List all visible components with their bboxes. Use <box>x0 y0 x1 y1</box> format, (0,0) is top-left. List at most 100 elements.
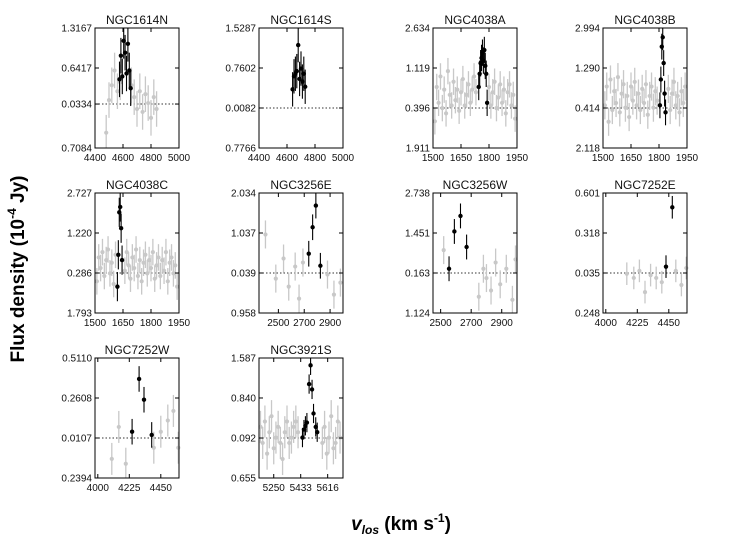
x-tick-label: 5250 <box>263 483 286 494</box>
detected-point <box>662 91 667 96</box>
spectrum-point <box>329 414 334 419</box>
spectrum-point <box>627 114 632 120</box>
panel-ngc3256e: NGC3256E 2500 2700 2900 0.958 0.039 1.037 2.034 <box>231 178 344 329</box>
y-tick-label: 0.318 <box>575 229 600 240</box>
y-tick-label: 1.587 <box>231 354 256 365</box>
x-tick-label: 4600 <box>276 153 299 164</box>
spectrum-point <box>501 87 507 92</box>
spectrum-point <box>324 451 329 456</box>
y-axis-label-text: Flux density (10 <box>8 219 29 363</box>
detected-point <box>670 205 675 210</box>
spectrum-point <box>668 107 673 113</box>
detected-point <box>313 203 319 208</box>
spectrum-point <box>154 263 159 268</box>
spectrum-point <box>458 90 464 95</box>
detected-point <box>125 41 131 47</box>
spectrum-point <box>150 250 155 255</box>
y-tick-label: 0.414 <box>575 104 600 115</box>
detected-point <box>304 420 310 425</box>
spectrum-point <box>137 89 142 94</box>
spectrum-point <box>602 103 607 108</box>
y-tick-label: 0.0334 <box>61 100 92 111</box>
spectrum-point <box>151 445 156 450</box>
spectrum-point <box>488 103 493 108</box>
spectrum-point <box>335 419 340 424</box>
detected-point <box>657 103 663 108</box>
spectrum-point <box>624 271 629 276</box>
x-tick-label: 1650 <box>620 153 643 164</box>
spectrum-point <box>610 107 615 113</box>
y-tick-label: 0.7084 <box>61 144 92 155</box>
x-tick-label: 2700 <box>293 318 316 329</box>
spectrum-point <box>140 109 145 115</box>
spectrum-point <box>679 89 684 94</box>
x-axis-label-unit: (km s <box>379 514 434 535</box>
x-axis-label-close: ) <box>445 514 451 535</box>
spectrum-point <box>278 440 283 446</box>
spectrum-point <box>165 418 170 423</box>
spectrum-point <box>499 100 505 105</box>
panel-title: NGC1614S <box>270 13 331 27</box>
spectrum-point <box>284 419 290 424</box>
x-tick-label: 4000 <box>87 483 110 494</box>
detected-point <box>120 74 125 79</box>
spectrum-point <box>642 289 648 295</box>
y-tick-label: 2.994 <box>575 24 600 35</box>
spectrum-point <box>271 446 276 451</box>
detected-point <box>311 411 316 416</box>
x-axis-label-subscript: los <box>362 523 380 537</box>
spectrum-point <box>510 297 515 302</box>
spectrum-point <box>606 119 611 124</box>
spectrum-point <box>109 456 114 462</box>
x-axis-label: vlos (km s-1) <box>351 511 451 537</box>
detected-point <box>122 50 128 55</box>
x-tick-label: 1500 <box>422 153 445 164</box>
y-tick-label: 0.5110 <box>62 354 92 365</box>
spectrum-point <box>104 130 109 135</box>
spectrum-point <box>165 279 170 284</box>
x-tick-label: 1500 <box>84 318 107 329</box>
spectrum-point <box>617 110 622 115</box>
spectrum-point <box>122 268 127 273</box>
spectrum-point <box>109 83 114 88</box>
spectrum-point <box>679 282 684 288</box>
spectrum-point <box>289 435 294 440</box>
detected-point <box>446 266 452 271</box>
panel-frame <box>94 27 180 149</box>
spectrum-point <box>130 255 135 260</box>
detected-point <box>483 63 488 69</box>
panel-ngc1614s: NGC1614S 4400 4600 4800 5000 0.7766 0.0082 0.76… <box>225 13 354 164</box>
detected-point <box>663 110 668 115</box>
panel-ngc3921s: NGC3921S 5250 5433 5616 0.655 0.092 0.840 1.587 <box>231 343 344 494</box>
x-tick-label: 1650 <box>450 153 473 164</box>
spectrum-point <box>671 79 677 84</box>
spectrum-point <box>135 273 141 279</box>
spectrum-point <box>151 95 156 100</box>
spectrum-point <box>175 284 180 289</box>
y-tick-label: 0.163 <box>405 269 430 280</box>
spectrum-point <box>322 424 327 429</box>
spectrum-point <box>296 296 302 301</box>
y-tick-label: 1.220 <box>67 229 92 240</box>
panel-title: NGC1614N <box>106 13 168 27</box>
spectrum-point <box>637 268 642 273</box>
spectrum-point <box>102 273 107 279</box>
spectrum-point <box>112 68 117 73</box>
y-tick-label: 0.601 <box>575 189 600 200</box>
detected-point <box>318 263 323 268</box>
x-tick-label: 1950 <box>506 153 529 164</box>
spectrum-point <box>460 76 465 82</box>
spectrum-point <box>647 93 652 99</box>
spectrum-point <box>505 90 510 95</box>
spectrum-point <box>434 84 439 90</box>
spectrum-point <box>148 265 154 271</box>
spectrum-point <box>263 232 268 237</box>
panel-ngc1614n: NGC1614N 4400 4600 4800 5000 0.7084 0.0334 0.64… <box>61 13 190 164</box>
panel-title: NGC4038C <box>106 178 168 192</box>
spectrum-point <box>648 273 653 278</box>
spectrum-point <box>638 107 643 113</box>
detected-point <box>477 71 482 76</box>
detected-point <box>458 213 463 219</box>
x-tick-label: 2500 <box>267 318 290 329</box>
spectrum-point <box>126 263 131 268</box>
